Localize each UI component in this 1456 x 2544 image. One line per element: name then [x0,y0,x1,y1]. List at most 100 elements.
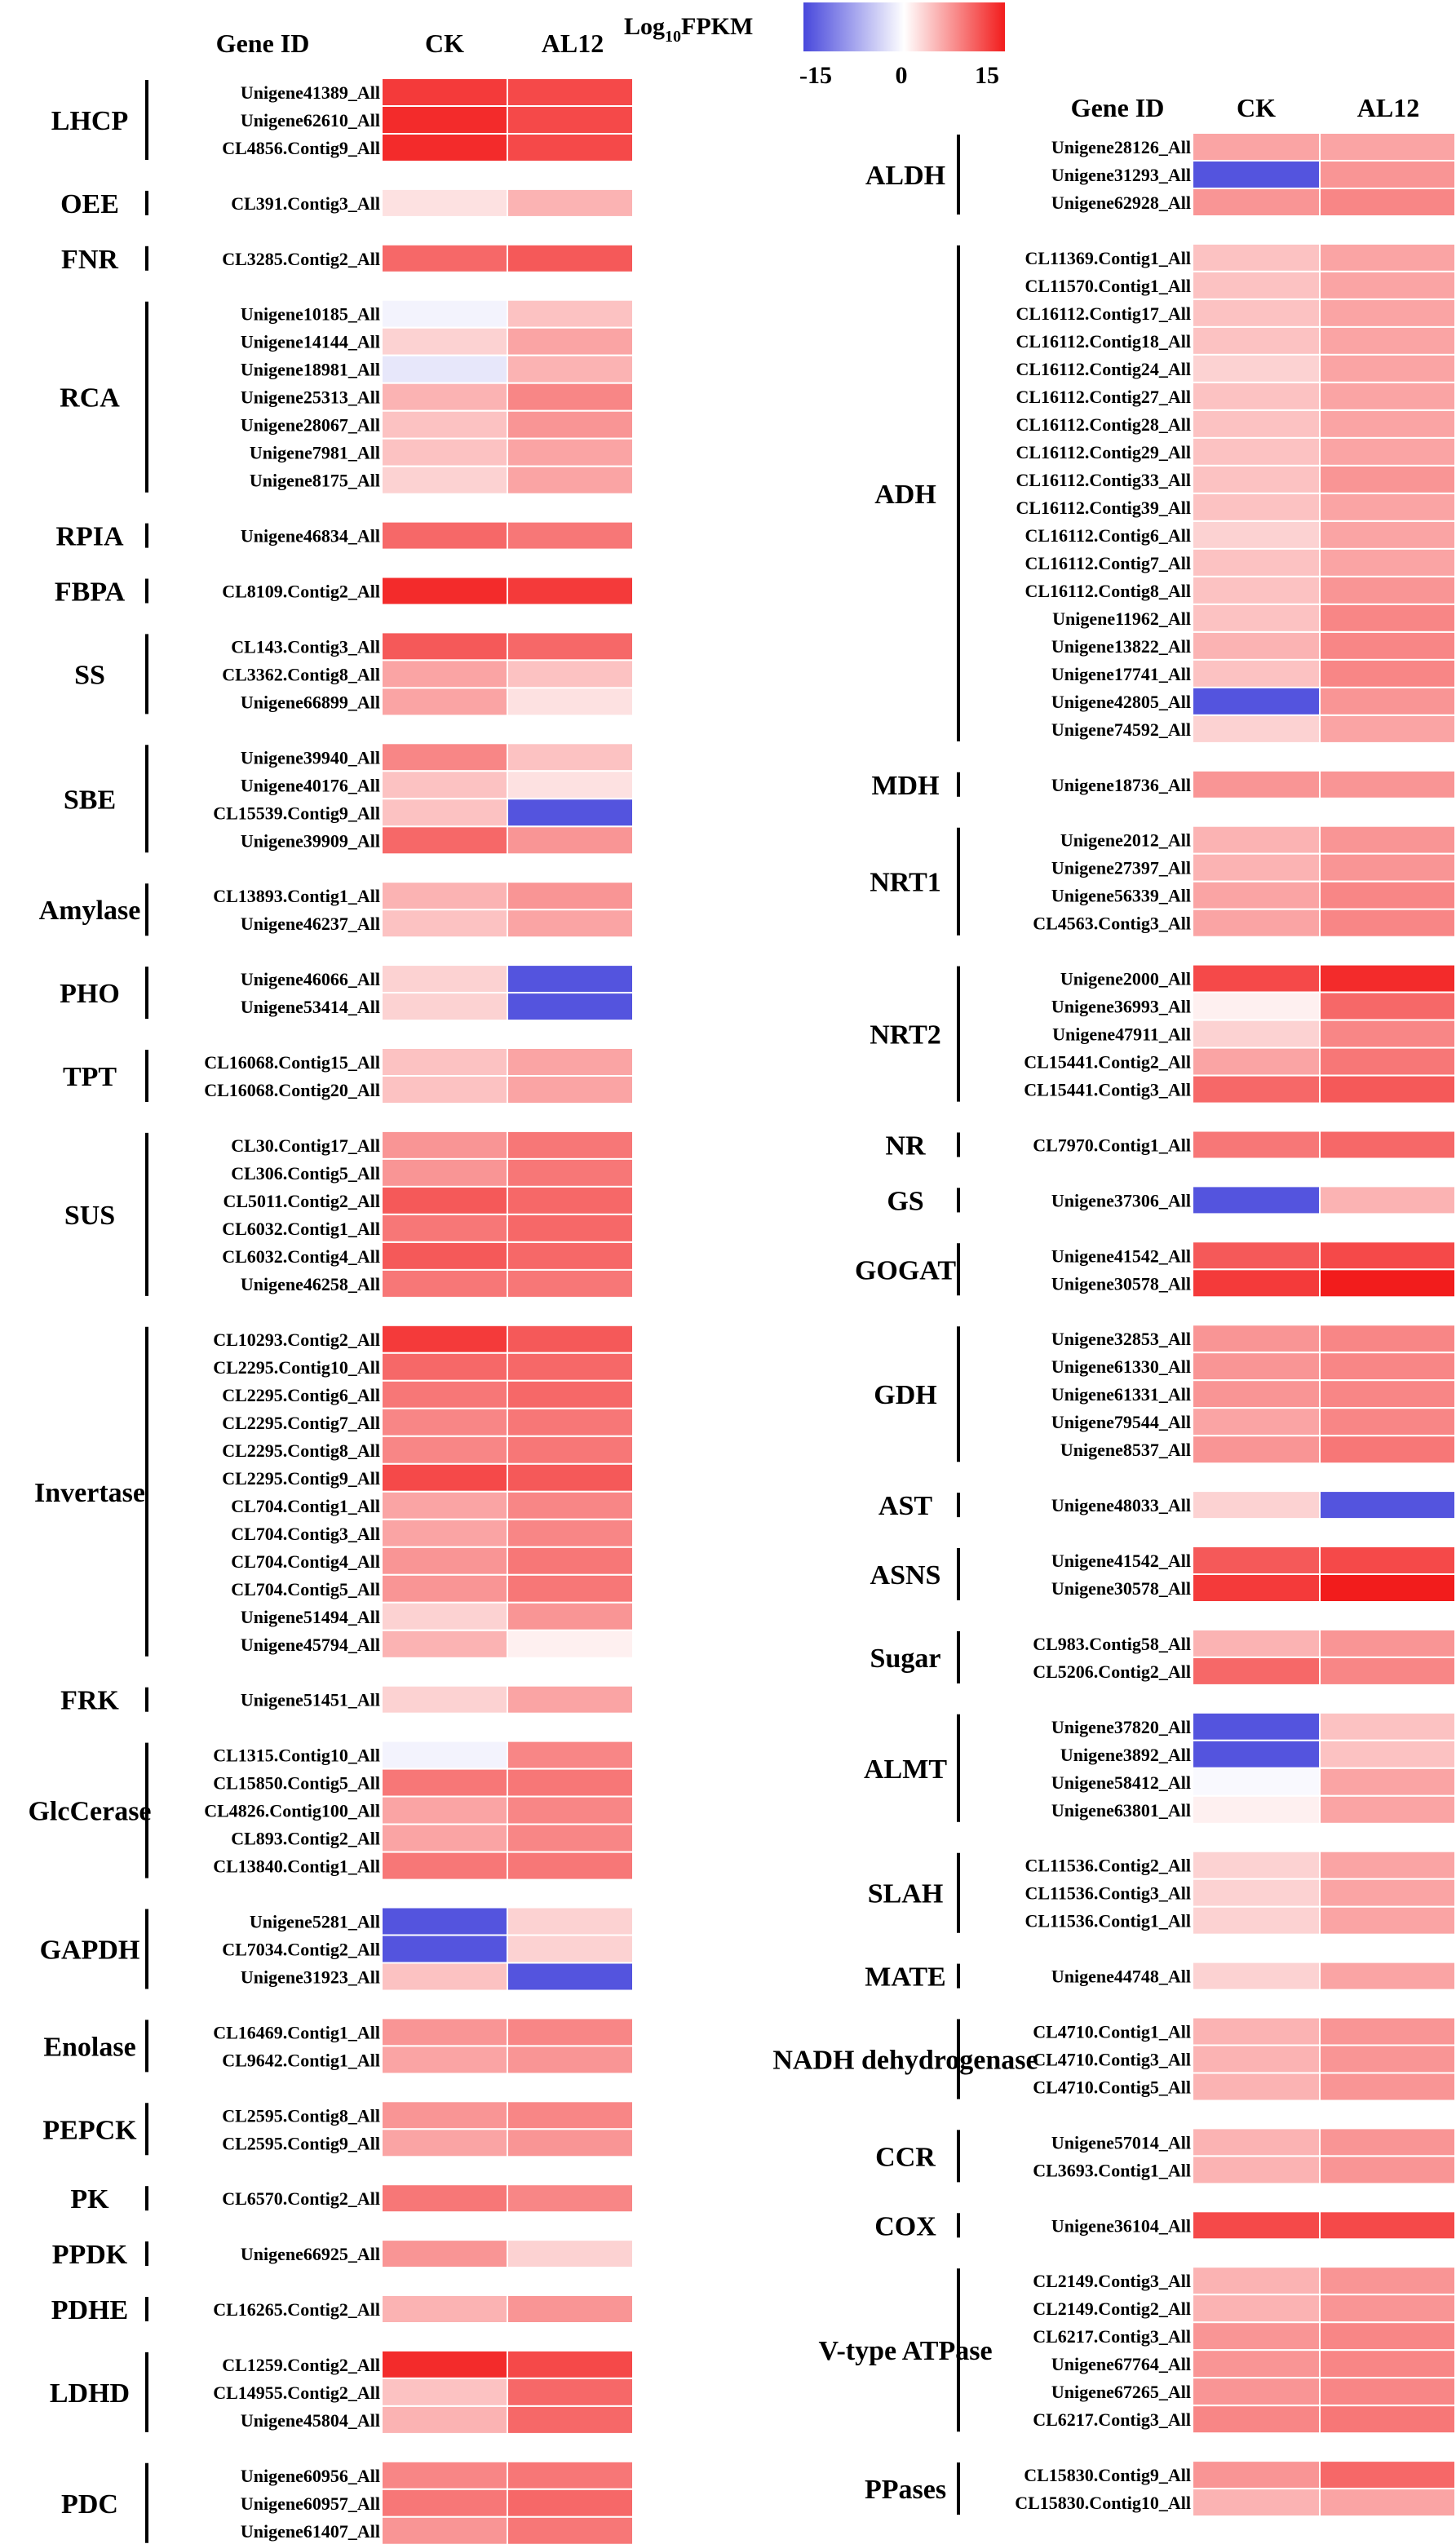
cell-ck [1192,1019,1329,1049]
gene-row: CL3693.Contig1_All [1033,2155,1456,2185]
gene-row: Unigene8537_All [1060,1435,1456,1465]
gene-group: Unigene46834_All RPIA [55,520,634,552]
cell-ck [1192,1628,1329,1658]
gene-id-label: CL16112.Contig28_All [1016,414,1191,435]
gene-row: Unigene39940_All [241,742,634,772]
cell-al12 [1319,270,1456,300]
gene-row: CL2595.Contig8_All [222,2100,634,2130]
gene-group: Unigene66925_All PPDK [52,2239,634,2270]
gene-row: CL4710.Contig5_All [1033,2072,1456,2102]
gene-id-label: CL15850.Contig5_All [213,1773,380,1794]
cell-al12 [1319,2294,1456,2324]
cell-ck [1192,298,1329,328]
cell-al12 [1319,2488,1456,2518]
gene-group: Unigene10185_All Unigene14144_All Unigene1… [60,299,634,495]
gene-id-label: CL4826.Contig100_All [204,1801,380,1821]
gene-id-label: CL16112.Contig33_All [1016,470,1191,490]
cell-ck [381,437,508,467]
gene-group: CL10293.Contig2_All CL2295.Contig10_All CL… [34,1324,634,1659]
cell-al12 [507,1324,634,1354]
gene-id-label: Unigene63801_All [1051,1800,1191,1821]
group-label: Enolase [43,2032,135,2062]
cell-al12 [507,687,634,717]
gene-id-label: CL2149.Contig2_All [1033,2298,1191,2319]
gene-row: CL30.Contig17_All [231,1130,634,1160]
group-label: GlcCerase [28,1797,151,1827]
cell-ck [381,1573,508,1604]
cell-ck [381,1268,508,1299]
legend-tick-max: 15 [975,62,999,89]
gene-row: CL11570.Contig1_All [1025,270,1456,300]
cell-ck [381,1795,508,1825]
legend-title-sub: 10 [665,28,681,46]
gene-row: Unigene31293_All [1051,160,1456,189]
cell-ck [1192,1656,1329,1686]
cell-ck [1192,1905,1329,1936]
gene-id-label: CL11536.Contig2_All [1025,1856,1191,1876]
group-label: PPases [865,2475,946,2505]
cell-ck [1192,520,1329,550]
cell-al12 [507,1768,634,1798]
gene-id-label: Unigene10185_All [241,304,380,325]
gene-id-label: Unigene48033_All [1051,1495,1191,1515]
cell-ck [1192,270,1329,300]
cell-ck [1192,160,1329,189]
gene-id-label: Unigene28126_All [1051,137,1191,157]
gene-id-label: CL704.Contig4_All [231,1551,380,1572]
gene-row: CL11536.Contig3_All [1025,1878,1456,1908]
group-label: OEE [60,189,119,219]
gene-row: CL1259.Contig2_All [222,2349,634,2379]
cell-al12 [507,2515,634,2544]
gene-row: CL16112.Contig7_All [1025,547,1456,577]
cell-al12 [507,1518,634,1548]
cell-al12 [507,631,634,661]
cell-ck [1192,1878,1329,1908]
cell-ck [381,2100,508,2130]
gene-row: Unigene67265_All [1051,2377,1456,2407]
gene-id-label: CL4710.Contig1_All [1033,2022,1191,2042]
cell-al12 [507,1490,634,1520]
gene-id-label: Unigene60956_All [241,2466,380,2486]
gene-id-label: CL893.Contig2_All [231,1829,380,1849]
group-label: ALDH [865,161,945,191]
cell-ck [381,1684,508,1714]
group-label: GOGAT [855,1255,956,1285]
cell-al12 [1319,160,1456,189]
cell-ck [1192,1490,1329,1520]
gene-group: CL4710.Contig1_All CL4710.Contig3_All CL47… [772,2016,1456,2102]
gene-id-label: CL2295.Contig10_All [213,1357,380,1378]
gene-id-label: Unigene13822_All [1051,636,1191,657]
cell-ck [1192,2155,1329,2185]
gene-row: Unigene30578_All [1051,1268,1456,1299]
left-header-gene-id: Gene ID [216,29,310,58]
cell-ck [1192,1435,1329,1465]
cell-ck [1192,2016,1329,2046]
gene-id-label: CL3693.Contig1_All [1033,2160,1191,2180]
cell-ck [1192,547,1329,577]
gene-id-label: Unigene45804_All [241,2410,380,2431]
cell-al12 [1319,1490,1456,1520]
cell-al12 [1319,1767,1456,1797]
cell-ck [1192,2488,1329,2518]
gene-row: CL6217.Contig3_All [1033,2321,1456,2352]
gene-group: Unigene36104_All COX [874,2210,1456,2241]
gene-row: CL983.Contig58_All [1033,1628,1456,1658]
gene-row: Unigene39909_All [241,825,634,856]
heatmap-panel-left: Unigene41389_All Unigene62610_All CL4856.C… [28,77,634,2544]
group-label: PK [70,2184,109,2214]
gene-id-label: CL2595.Contig9_All [222,2133,380,2153]
cell-ck [1192,2127,1329,2157]
gene-row: CL11536.Contig1_All [1025,1905,1456,1936]
cell-ck [381,1157,508,1188]
cell-al12 [507,1601,634,1631]
cell-al12 [1319,2016,1456,2046]
gene-row: CL2295.Contig8_All [222,1435,634,1465]
gene-group: Unigene18736_All MDH [871,769,1456,801]
cell-ck [1192,1352,1329,1382]
gene-row: CL6570.Contig2_All [222,2183,634,2214]
gene-group: Unigene57014_All CL3693.Contig1_All CCR [875,2127,1456,2185]
gene-row: CL16112.Contig17_All [1016,298,1456,328]
gene-group: Unigene5281_All CL7034.Contig2_All Unigene… [40,1906,634,1992]
cell-ck [381,659,508,689]
